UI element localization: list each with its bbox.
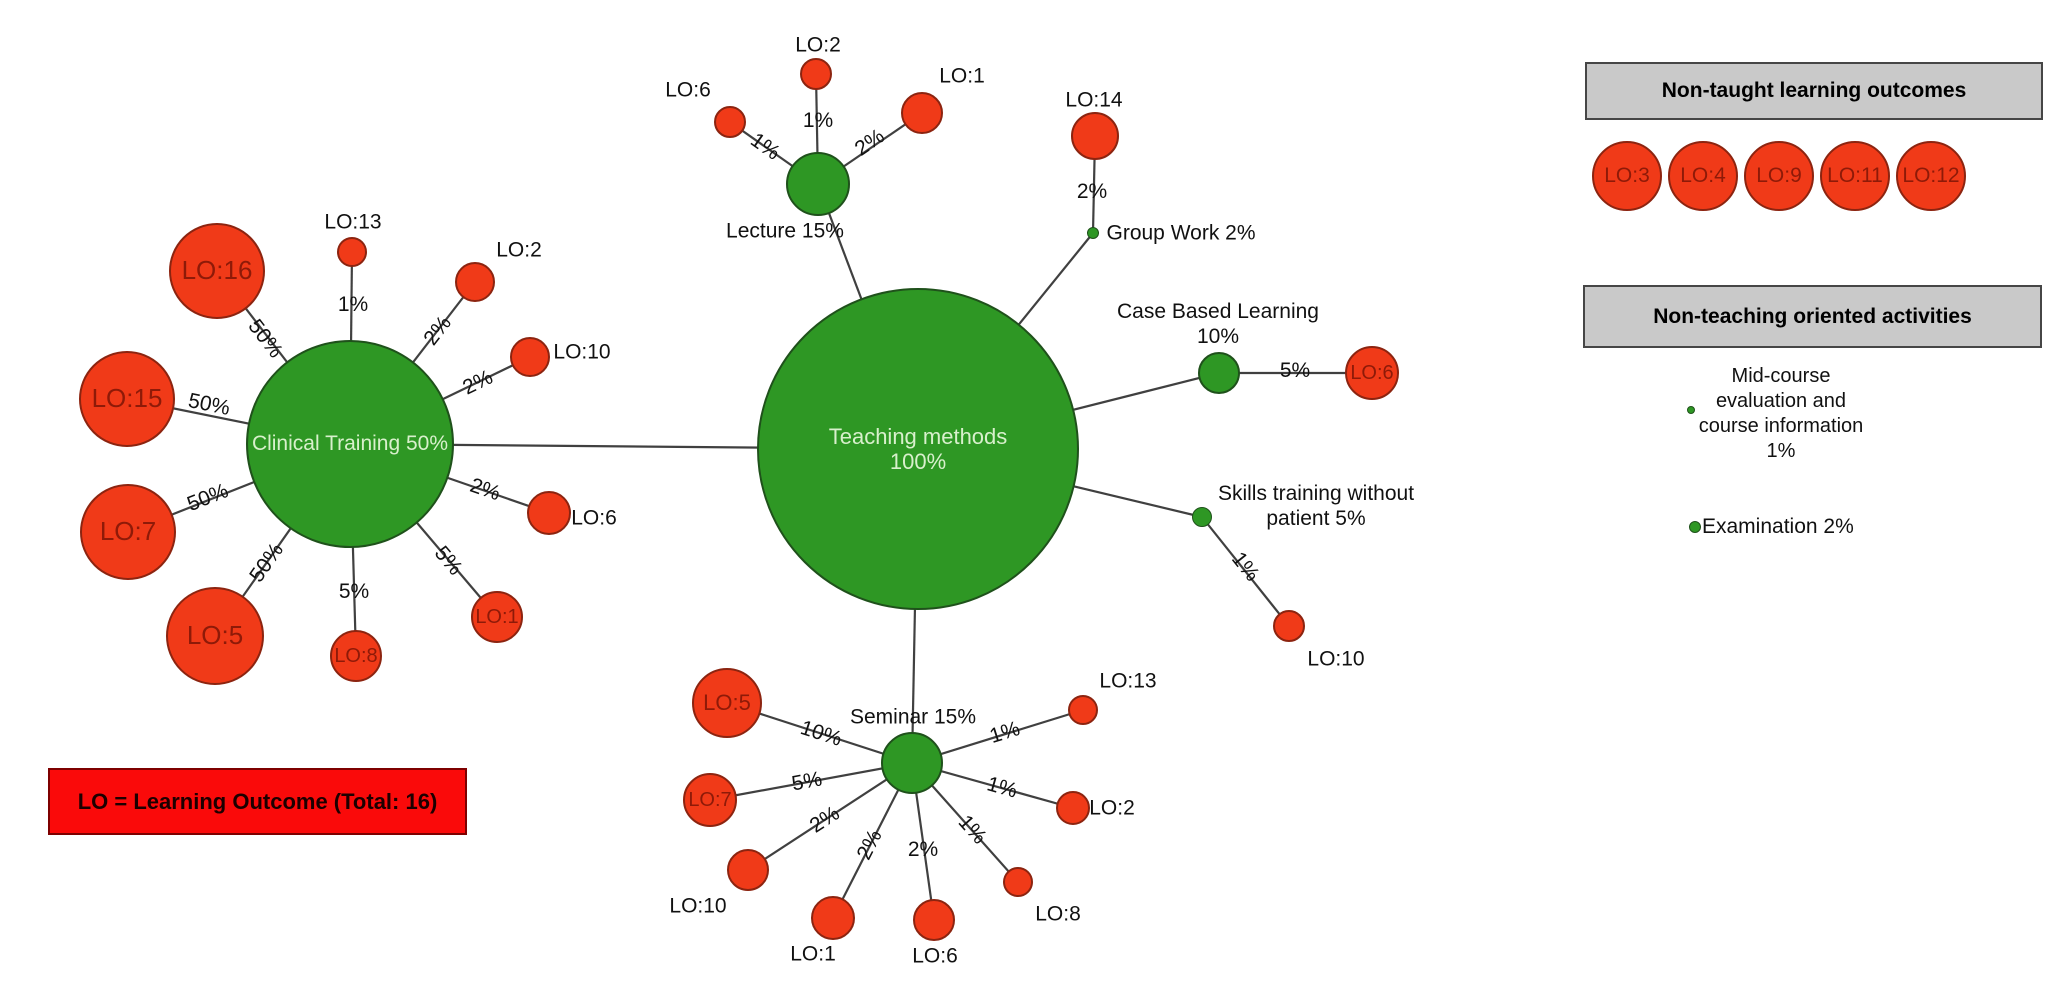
edge-weight-clinical-c8: 5%: [338, 580, 370, 603]
outcome-node-c16: LO:16: [169, 223, 265, 319]
node-label-l1: LO:1: [939, 64, 985, 88]
edge-weight-lecture-l2: 1%: [802, 109, 834, 132]
outcome-node-l6: [714, 106, 746, 138]
outcome-node-g14: [1071, 112, 1119, 160]
outcome-node-se6: [913, 899, 955, 941]
legend-outcome-circle: LO:11: [1820, 141, 1890, 211]
node-label-lecture: Lecture 15%: [726, 219, 844, 243]
node-label-skills: Skills training without patient 5%: [1217, 481, 1415, 530]
outcome-node-c13: [337, 237, 367, 267]
edge-seminar-se7: [709, 761, 913, 802]
outcome-node-se7: LO:7: [683, 773, 737, 827]
node-label-se2: LO:2: [1089, 796, 1135, 820]
outcome-node-c15: LO:15: [79, 351, 175, 447]
method-node-clinical: Clinical Training 50%: [246, 340, 454, 548]
node-label-c10: LO:10: [553, 340, 611, 364]
method-node-groupwork: [1087, 227, 1099, 239]
outcome-node-c6: [527, 491, 571, 535]
edge-weight-seminar-se6: 2%: [907, 838, 939, 861]
outcome-node-c1: LO:1: [471, 591, 523, 643]
outcome-node-se1: [811, 896, 855, 940]
node-label-se13: LO:13: [1099, 669, 1157, 693]
method-node-casebased: [1198, 352, 1240, 394]
method-node-teaching: Teaching methods 100%: [757, 288, 1079, 610]
examination-activity-label: Examination 2%: [1702, 515, 1854, 538]
node-label-seminar: Seminar 15%: [849, 705, 977, 729]
node-label-se6: LO:6: [912, 944, 958, 968]
outcome-node-c10: [510, 337, 550, 377]
legend-outcome-circle: LO:12: [1896, 141, 1966, 211]
node-label-c13: LO:13: [324, 210, 382, 234]
non-taught-outcomes-list: LO:3 LO:4 LO:9 LO:11 LO:12: [1592, 141, 1966, 211]
outcome-node-se8: [1003, 867, 1033, 897]
outcome-node-l2: [800, 58, 832, 90]
outcome-node-c7: LO:7: [80, 484, 176, 580]
edge-skills-s10: [1201, 516, 1290, 627]
node-label-l2: LO:2: [795, 33, 841, 57]
outcome-node-c2: [455, 262, 495, 302]
non-teaching-activities-title: Non-teaching oriented activities: [1653, 304, 1972, 328]
edge-seminar-se10: [747, 762, 913, 871]
edge-weight-clinical-c13: 1%: [337, 293, 369, 316]
node-label-g14: LO:14: [1065, 88, 1123, 112]
method-node-seminar: [881, 732, 943, 794]
legend-outcome-circle: LO:4: [1668, 141, 1738, 211]
node-label-casebased: Case Based Learning 10%: [1117, 299, 1319, 348]
node-label-se8: LO:8: [1035, 902, 1081, 926]
outcome-node-s10: [1273, 610, 1305, 642]
outcome-node-se5: LO:5: [692, 668, 762, 738]
node-label-se1: LO:1: [790, 942, 836, 966]
mid-course-activity-label: Mid-course evaluation and course informa…: [1698, 365, 1864, 462]
method-node-lecture: [786, 152, 850, 216]
edge-weight-groupwork-g14: 2%: [1076, 180, 1108, 203]
node-label-groupwork: Group Work 2%: [1106, 221, 1256, 245]
outcome-node-se10: [727, 849, 769, 891]
node-label-c2: LO:2: [496, 238, 542, 262]
edge-weight-casebased-cb6: 5%: [1279, 359, 1311, 382]
examination-activity-dot: [1689, 521, 1701, 533]
outcome-node-se13: [1068, 695, 1098, 725]
outcome-node-c8: LO:8: [330, 630, 382, 682]
mid-course-activity-dot: [1687, 406, 1695, 414]
outcome-node-cb6: LO:6: [1345, 346, 1399, 400]
node-label-c6: LO:6: [571, 506, 617, 530]
legend-note-text: LO = Learning Outcome (Total: 16): [77, 788, 438, 814]
node-label-l6: LO:6: [665, 78, 711, 102]
method-node-skills: [1192, 507, 1212, 527]
outcome-node-c5: LO:5: [166, 587, 264, 685]
non-taught-outcomes-panel: Non-taught learning outcomes: [1585, 62, 2043, 120]
outcome-node-se2: [1056, 791, 1090, 825]
non-taught-outcomes-title: Non-taught learning outcomes: [1661, 79, 1967, 102]
legend-outcome-circle: LO:3: [1592, 141, 1662, 211]
legend-outcome-circle: LO:9: [1744, 141, 1814, 211]
outcome-node-l1: [901, 92, 943, 134]
node-label-se10: LO:10: [669, 894, 727, 918]
node-label-s10: LO:10: [1307, 647, 1365, 671]
legend-note-box: LO = Learning Outcome (Total: 16): [48, 768, 467, 835]
non-teaching-activities-panel: Non-teaching oriented activities: [1583, 285, 2042, 348]
